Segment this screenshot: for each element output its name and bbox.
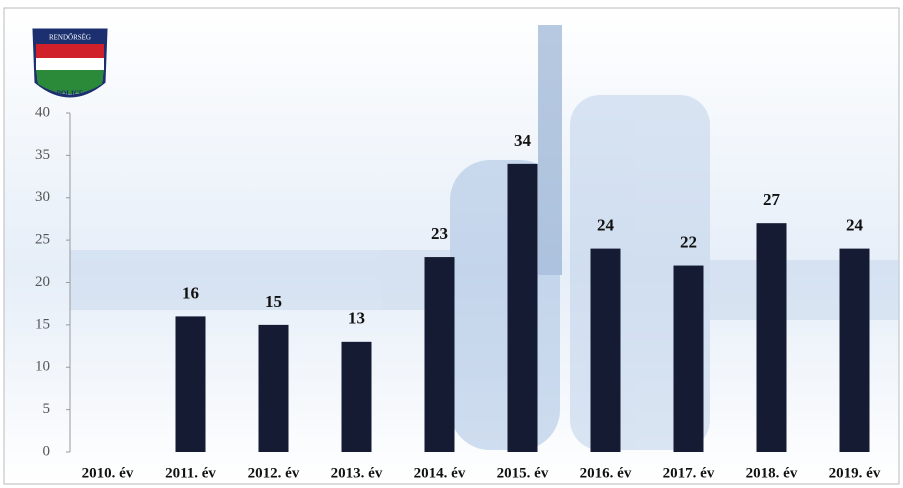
y-tick-label: 10 — [35, 359, 50, 375]
y-tick-label: 35 — [35, 147, 50, 163]
bar — [175, 316, 206, 452]
value-label: 16 — [182, 283, 199, 302]
value-label: 15 — [265, 292, 282, 311]
value-label: 24 — [846, 216, 864, 235]
value-label: 24 — [597, 216, 615, 235]
value-label: 22 — [680, 232, 697, 251]
x-tick-label: 2016. év — [580, 465, 632, 481]
value-label: 27 — [763, 190, 781, 209]
bar — [507, 163, 538, 452]
x-tick-label: 2014. év — [414, 465, 466, 481]
value-label: 23 — [431, 224, 448, 243]
y-tick-label: 15 — [35, 316, 50, 332]
y-tick-label: 0 — [43, 443, 51, 459]
bar — [756, 223, 787, 452]
x-tick-label: 2017. év — [663, 465, 715, 481]
bar — [258, 324, 289, 452]
x-tick-label: 2012. év — [248, 465, 300, 481]
logo-bottom: POLICE — [57, 90, 84, 98]
value-label: 34 — [514, 131, 532, 150]
x-tick-label: 2011. év — [165, 465, 216, 481]
bar — [424, 257, 455, 452]
x-tick-label: 2019. év — [829, 465, 881, 481]
x-tick-label: 2015. év — [497, 465, 549, 481]
value-label: 13 — [348, 309, 365, 328]
x-tick-label: 2010. év — [82, 465, 134, 481]
y-tick-label: 20 — [35, 274, 50, 290]
x-tick-label: 2013. év — [331, 465, 383, 481]
y-tick-label: 5 — [43, 401, 51, 417]
y-tick-label: 30 — [35, 189, 50, 205]
y-tick-label: 25 — [35, 232, 50, 248]
bar — [590, 248, 621, 452]
police-logo: RENDŐRSÉG POLICE — [32, 28, 108, 98]
bar — [839, 248, 870, 452]
bar — [673, 265, 704, 452]
x-tick-label: 2018. év — [746, 465, 798, 481]
bar — [341, 341, 372, 452]
y-tick-label: 40 — [35, 104, 50, 120]
logo-top: RENDŐRSÉG — [49, 34, 91, 42]
